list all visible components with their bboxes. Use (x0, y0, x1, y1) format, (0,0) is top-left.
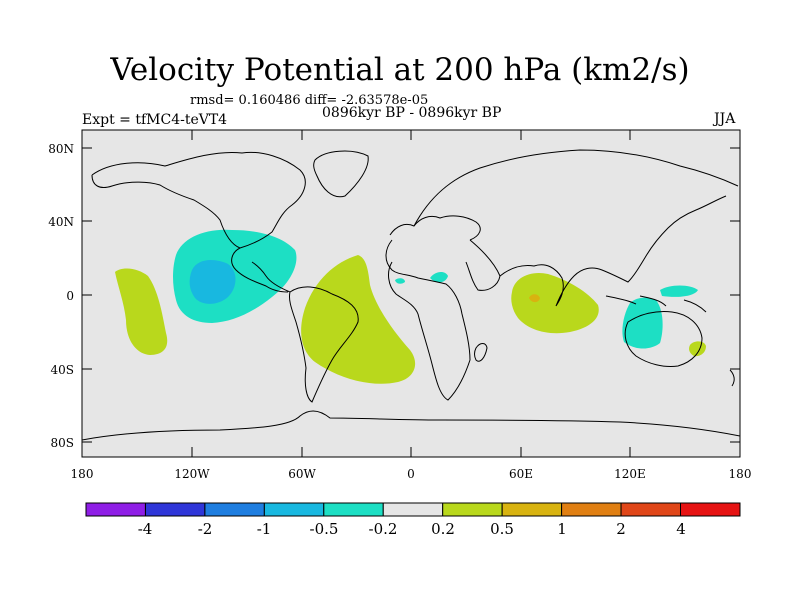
colorbar-label-2: -1 (257, 520, 272, 538)
lat-ticks (82, 147, 740, 443)
lon-label-180e: 180 (729, 467, 752, 481)
strong-negative-core (189, 260, 236, 304)
colorbar-label-9: 4 (676, 520, 686, 538)
stats-line: rmsd= 0.160486 diff= -2.63578e-05 (190, 93, 429, 108)
plot-title: Velocity Potential at 200 hPa (km2/s) (110, 52, 690, 88)
moderate-positive-core (529, 294, 540, 303)
lon-label-180w: 180 (71, 467, 94, 481)
colorbar-box-6 (442, 502, 503, 517)
negative-anomaly-pacific (660, 285, 698, 297)
colorbar-box-10 (680, 502, 741, 517)
positive-anomaly-indian-ocean (511, 272, 599, 334)
lat-label-0: 0 (66, 289, 74, 303)
colorbar-box-0 (85, 502, 146, 517)
lat-label-40s: 40S (51, 363, 75, 377)
colorbar-box-4 (323, 502, 384, 517)
lon-label-120w: 120W (174, 467, 210, 481)
colorbar-box-2 (204, 502, 265, 517)
colorbar-label-7: 1 (557, 520, 567, 538)
colorbar-box-1 (144, 502, 206, 517)
lat-label-40n: 40N (48, 215, 74, 229)
colorbar-label-8: 2 (616, 520, 626, 538)
lon-label-120e: 120E (614, 467, 646, 481)
positive-anomaly-south-pacific (115, 268, 168, 355)
lon-ticks (81, 130, 741, 457)
lon-label-60w: 60W (288, 467, 316, 481)
colorbar-box-7 (501, 502, 563, 517)
colorbar-box-8 (561, 502, 622, 517)
colorbar (85, 502, 741, 517)
colorbar-label-1: -2 (198, 520, 213, 538)
negative-anomaly-west-africa (430, 272, 448, 283)
negative-anomaly-indonesia (622, 297, 663, 349)
experiment-label: Expt = tfMC4-teVT4 (82, 112, 228, 128)
colorbar-box-3 (263, 502, 325, 517)
colorbar-label-6: 0.5 (490, 520, 514, 538)
colorbar-label-5: 0.2 (431, 520, 455, 538)
colorbar-box-5 (382, 502, 444, 517)
lat-label-80s: 80S (51, 436, 75, 450)
lon-label-60e: 60E (509, 467, 533, 481)
positive-anomaly-east-australia (689, 341, 706, 357)
colorbar-label-4: -0.2 (369, 520, 398, 538)
season-label: JJA (714, 111, 736, 127)
colorbar-label-0: -4 (138, 520, 153, 538)
coastlines (82, 149, 740, 441)
period-label: 0896kyr BP - 0896kyr BP (322, 105, 502, 121)
lon-label-0: 0 (407, 467, 415, 481)
colorbar-label-3: -0.5 (310, 520, 339, 538)
lat-label-80n: 80N (48, 142, 74, 156)
negative-anomaly-west-africa-small (395, 278, 405, 284)
colorbar-box-9 (620, 502, 681, 517)
